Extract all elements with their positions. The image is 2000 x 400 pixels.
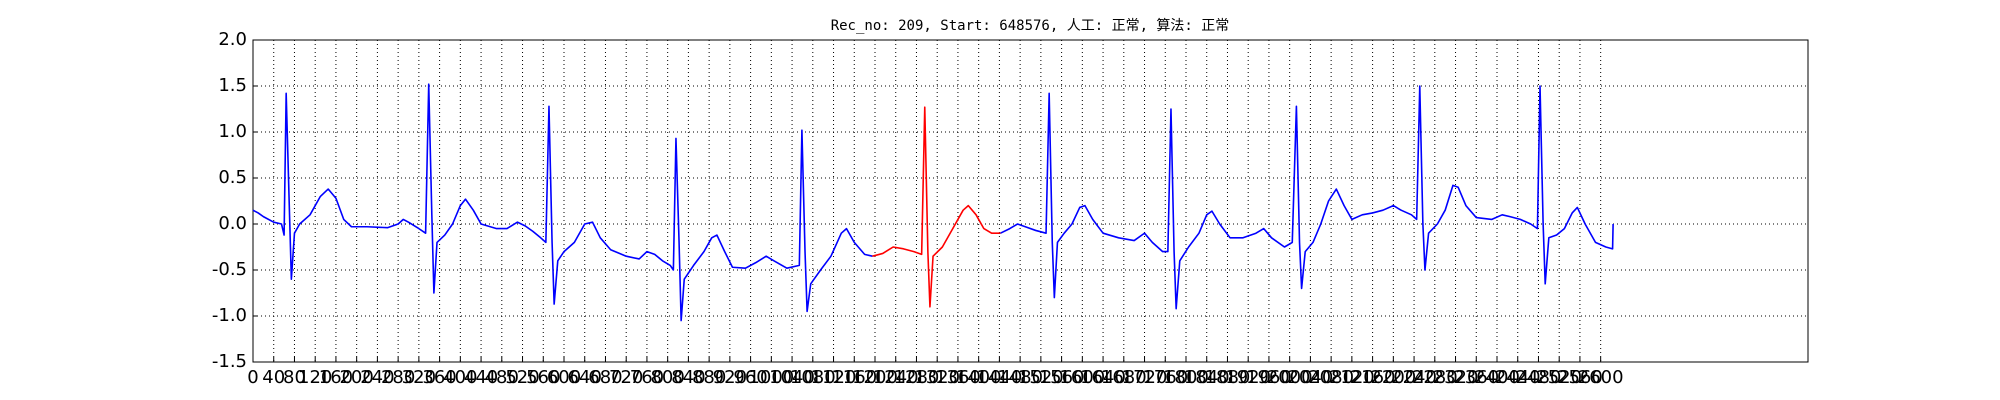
x-tick-label: 1120 <box>811 367 857 388</box>
x-tick-label: 360 <box>422 367 456 388</box>
y-tick-label: 2.0 <box>218 29 247 50</box>
x-tick-label: 600 <box>547 367 581 388</box>
x-tick-label: 2160 <box>1350 367 1396 388</box>
x-tick-label: 2000 <box>1267 367 1313 388</box>
x-tick-label: 400 <box>443 367 477 388</box>
x-tick-label: 1840 <box>1184 367 1230 388</box>
x-tick-label: 2240 <box>1391 367 1437 388</box>
x-tick-label: 880 <box>692 367 726 388</box>
x-tick-label: 640 <box>568 367 602 388</box>
x-tick-label: 1680 <box>1101 367 1147 388</box>
y-tick-label: -0.5 <box>212 259 247 280</box>
x-tick-label: 1280 <box>894 367 940 388</box>
x-tick-label: 840 <box>671 367 705 388</box>
x-tick-label: 1520 <box>1018 367 1064 388</box>
y-tick-label: 0.0 <box>218 213 247 234</box>
x-tick-label: 960 <box>733 367 767 388</box>
x-tick-label: 1360 <box>935 367 981 388</box>
x-tick-label: 1440 <box>976 367 1022 388</box>
chart-title: Rec_no: 209, Start: 648576, 人工: 正常, 算法: … <box>831 18 1230 34</box>
x-tick-label: 1040 <box>769 367 815 388</box>
y-tick-label: -1.0 <box>212 305 247 326</box>
x-tick-label: 1320 <box>914 367 960 388</box>
x-tick-label: 560 <box>526 367 560 388</box>
x-tick-label: 760 <box>630 367 664 388</box>
x-tick-label: 1600 <box>1059 367 1105 388</box>
x-tick-label: 1000 <box>748 367 794 388</box>
x-tick-label: 2040 <box>1287 367 1333 388</box>
x-tick-label: 1080 <box>790 367 836 388</box>
x-tick-label: 440 <box>464 367 498 388</box>
x-tick-label: 680 <box>588 367 622 388</box>
x-tick-label: 2560 <box>1557 367 1603 388</box>
plot-frame <box>252 39 1809 363</box>
x-tick-label: 520 <box>505 367 539 388</box>
x-tick-label: 920 <box>713 367 747 388</box>
x-tick-label: 320 <box>402 367 436 388</box>
x-tick-label: 1480 <box>997 367 1043 388</box>
x-tick-label: 2280 <box>1412 367 1458 388</box>
x-tick-label: 1160 <box>831 367 877 388</box>
x-tick-label: 2320 <box>1433 367 1479 388</box>
y-tick-label: -1.5 <box>212 351 247 372</box>
x-tick-label: 80 <box>283 367 306 388</box>
x-tick-label: 2200 <box>1370 367 1416 388</box>
x-tick-label: 160 <box>319 367 353 388</box>
x-tick-label: 40 <box>262 367 285 388</box>
x-tick-label: 2080 <box>1308 367 1354 388</box>
x-tick-label: 1760 <box>1142 367 1188 388</box>
x-tick-label: 480 <box>485 367 519 388</box>
x-tick-label: 1960 <box>1246 367 1292 388</box>
x-tick-label: 1400 <box>956 367 1002 388</box>
x-tick-label: 1880 <box>1205 367 1251 388</box>
x-tick-label: 0 <box>247 367 258 388</box>
x-tick-label: 1720 <box>1122 367 1168 388</box>
ecg-line <box>252 83 1614 322</box>
x-tick-label: 2120 <box>1329 367 1375 388</box>
x-tick-label: 2360 <box>1453 367 1499 388</box>
ecg-line <box>872 106 1001 308</box>
x-tick-label: 2520 <box>1536 367 1582 388</box>
x-tick-label: 1200 <box>852 367 898 388</box>
x-tick-label: 2480 <box>1516 367 1562 388</box>
x-tick-label: 1240 <box>873 367 919 388</box>
y-tick-label: 1.0 <box>218 121 247 142</box>
x-tick-label: 120 <box>298 367 332 388</box>
y-tick-label: 1.5 <box>218 75 247 96</box>
x-tick-label: 280 <box>381 367 415 388</box>
x-tick-label: 1800 <box>1163 367 1209 388</box>
x-tick-label: 1640 <box>1080 367 1126 388</box>
x-tick-label: 1920 <box>1225 367 1271 388</box>
x-tick-label: 2440 <box>1495 367 1541 388</box>
x-tick-label: 1560 <box>1039 367 1085 388</box>
x-tick-label: 200 <box>339 367 373 388</box>
x-tick-label: 720 <box>609 367 643 388</box>
x-tick-label: 800 <box>650 367 684 388</box>
x-tick-label: 2400 <box>1474 367 1520 388</box>
x-tick-label: 2600 <box>1578 367 1624 388</box>
y-tick-label: 0.5 <box>218 167 247 188</box>
x-tick-label: 240 <box>360 367 394 388</box>
